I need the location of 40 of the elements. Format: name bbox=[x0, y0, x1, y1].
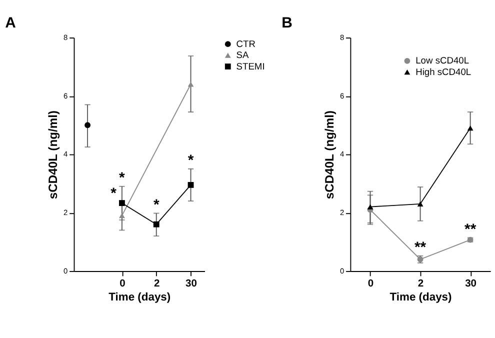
x-tick-label: 2 bbox=[418, 278, 424, 290]
point bbox=[188, 182, 194, 188]
y-axis-title: sCD40L (ng/ml) bbox=[46, 110, 60, 200]
y-tick-label: 2 bbox=[64, 208, 68, 218]
y-tick-label: 0 bbox=[64, 266, 68, 276]
y-tick-label: 2 bbox=[340, 208, 344, 218]
legend-label: SA bbox=[236, 50, 250, 60]
x-tick-label: 30 bbox=[186, 278, 198, 290]
x-tick-label: 0 bbox=[368, 278, 374, 290]
y-tick-label: 8 bbox=[64, 32, 68, 42]
chart-title: B bbox=[282, 14, 293, 32]
x-axis-title: Time (days) bbox=[390, 291, 452, 304]
point bbox=[119, 200, 125, 206]
legend-label: Low sCD40L bbox=[416, 56, 470, 66]
legend-label: CTR bbox=[236, 38, 256, 49]
x-tick-label: 0 bbox=[120, 278, 126, 290]
annotation: ** bbox=[414, 239, 426, 256]
y-tick-label: 6 bbox=[64, 91, 68, 100]
y-tick-label: 6 bbox=[340, 91, 344, 100]
annotation: * bbox=[119, 170, 126, 187]
point bbox=[367, 204, 374, 210]
y-axis-title: sCD40L (ng/ml) bbox=[322, 110, 336, 200]
annotation: ** bbox=[464, 221, 476, 238]
chart-title: A bbox=[5, 14, 16, 32]
y-tick-label: 4 bbox=[64, 150, 68, 159]
y-tick-label: 8 bbox=[340, 32, 344, 42]
y-tick-label: 4 bbox=[340, 150, 344, 159]
annotation: * bbox=[110, 184, 117, 202]
annotation: * bbox=[153, 196, 160, 214]
legend-label: High sCD40L bbox=[416, 66, 472, 77]
x-tick-label: 2 bbox=[154, 278, 160, 290]
legend-label: STEMI bbox=[236, 61, 265, 72]
annotation: * bbox=[188, 152, 194, 170]
point bbox=[153, 221, 160, 228]
x-axis-title: Time (days) bbox=[108, 291, 171, 304]
point bbox=[417, 201, 424, 206]
x-tick-label: 30 bbox=[465, 278, 477, 290]
point bbox=[84, 122, 90, 128]
point bbox=[467, 125, 474, 131]
y-tick-label: 0 bbox=[340, 266, 344, 276]
